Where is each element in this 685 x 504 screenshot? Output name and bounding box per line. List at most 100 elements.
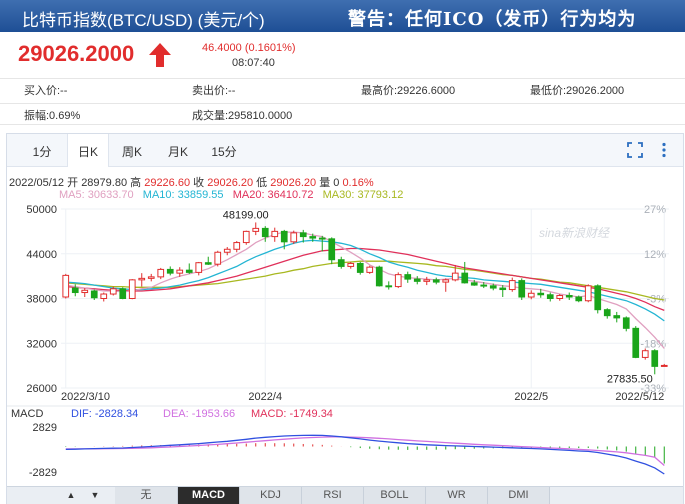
kline-date: 2022/05/12 [9,177,65,189]
tab-monthly-k[interactable]: 月K [167,145,188,159]
macd-y-top-label: 2829 [33,422,57,434]
kline-high-label: 高 [130,177,142,189]
candle-body [632,327,640,358]
kline-pct: 0.16% [342,177,374,189]
candle-body [660,364,668,367]
candle-body [461,272,469,284]
y-right-tick-label: -3% [646,294,666,306]
candle-body [575,296,583,302]
y-tick-label: 44000 [26,249,57,261]
candle-body [423,279,431,282]
stats-row-2: 振幅:0.69% 成交量:295810.0000 [0,103,685,125]
tab-daily-k[interactable]: 日K [67,134,109,167]
candle-body [432,279,440,283]
candle-body [90,290,98,299]
candle-body [508,280,516,291]
candle-body [613,315,621,319]
candle-body [366,266,374,273]
tab-weekly-k[interactable]: 周K [121,145,142,159]
dif-line [65,434,665,475]
candle-body [518,280,526,298]
kline-vol-label: 量 [319,177,331,189]
y-right-tick-label: 27% [644,204,666,216]
kline-open-label: 开 [67,177,79,189]
ma5-value: MA5: 30633.70 [59,189,134,201]
volume: 成交量:295810.0000 [192,110,293,122]
candle-body [413,278,421,282]
candle-body [641,350,649,358]
indicator-tabs: ▲ ▼ 无 MACD KDJ RSI BOLL WR DMI [7,486,683,504]
ma10-value: MA10: 33859.55 [142,189,224,201]
more-options-icon[interactable] [656,142,672,158]
candle-body [318,237,326,240]
candle-body [385,285,393,288]
macd-label: MACD [11,408,43,420]
kline-chart[interactable]: 50000 27% 44000 12% 38000 -3% 32000 -18% 26000 -3… [7,134,683,486]
ma20-line [65,247,665,312]
indicator-tab-rsi[interactable]: RSI [302,487,364,504]
ma10-line [65,239,665,322]
candle-body [527,292,535,298]
candle-body [242,230,250,244]
chart-panel: 1分 日K 周K 月K 15分 2022/05/12 开 28979.80 高 … [6,133,684,504]
tab-1min[interactable]: 1分 [32,145,52,159]
candle-body [299,232,307,238]
candle-body [565,295,573,298]
y-tick-label: 50000 [26,204,57,216]
candle-body [404,274,412,280]
candle-body [290,232,298,243]
indicator-tab-macd[interactable]: MACD [178,487,240,504]
fullscreen-icon[interactable] [627,142,643,158]
indicator-tab-dmi[interactable]: DMI [488,487,550,504]
macd-y-bottom-label: -2829 [29,467,57,479]
watermark-logo: sina新浪财经 [539,226,611,240]
ask-price: 卖出价:-- [192,85,236,97]
x-tick-label: 2022/5 [514,391,548,403]
x-tick-label: 2022/3/10 [61,391,110,403]
candle-body [451,272,459,281]
kline-high: 29226.60 [144,177,191,189]
y-tick-label: 32000 [26,338,57,350]
candle-body [138,277,146,281]
candle-body [271,230,279,238]
stats-row-1: 买入价:-- 卖出价:-- 最高价:29226.6000 最低价:29026.2… [0,78,685,99]
high-price: 最高价:29226.6000 [361,85,456,97]
x-tick-label: 2022/4 [248,391,282,403]
candle-body [166,268,174,274]
candle-body [280,230,288,243]
scroll-down-icon[interactable]: ▼ [90,490,100,500]
candle-body [499,287,507,291]
current-price: 29026.2000 [18,41,135,66]
candle-body [594,285,602,311]
candle-body [556,295,564,299]
indicator-tab-none[interactable]: 无 [115,487,178,504]
tab-15min[interactable]: 15分 [211,145,237,159]
kline-info: 2022/05/12 开 28979.80 高 29226.60 收 29026… [9,174,374,190]
indicator-tab-boll[interactable]: BOLL [364,487,426,504]
candle-body [128,279,136,300]
dea-line [65,436,665,466]
ma-legend: MA5: 30633.70 MA10: 33859.55 MA20: 36410… [59,189,403,201]
y-tick-label: 26000 [26,383,57,395]
price-change: 46.4000 (0.1601%) [202,42,296,54]
indicator-tab-kdj[interactable]: KDJ [240,487,302,504]
scroll-up-icon[interactable]: ▲ [66,490,76,500]
kline-low-label: 低 [256,177,268,189]
candle-body [233,242,241,250]
candle-body [375,266,383,287]
ma30-line [65,260,665,301]
candle-body [109,288,117,295]
warning-banner: 警告：任何ICO（发币）行为均为 [348,9,637,30]
low-price: 最低价:29026.2000 [530,85,625,97]
kline-close-label: 收 [193,177,205,189]
candle-body [261,227,269,238]
candle-body [157,268,165,278]
ma30-value: MA30: 37793.12 [322,189,404,201]
candle-body [147,276,155,279]
macd-value-label: MACD: -1749.34 [251,408,333,420]
ma20-value: MA20: 36410.72 [232,189,314,201]
x-tick-label: 2022/5/12 [615,391,664,403]
candle-body [394,274,402,288]
indicator-tab-wr[interactable]: WR [426,487,488,504]
kline-open: 28979.80 [81,177,128,189]
